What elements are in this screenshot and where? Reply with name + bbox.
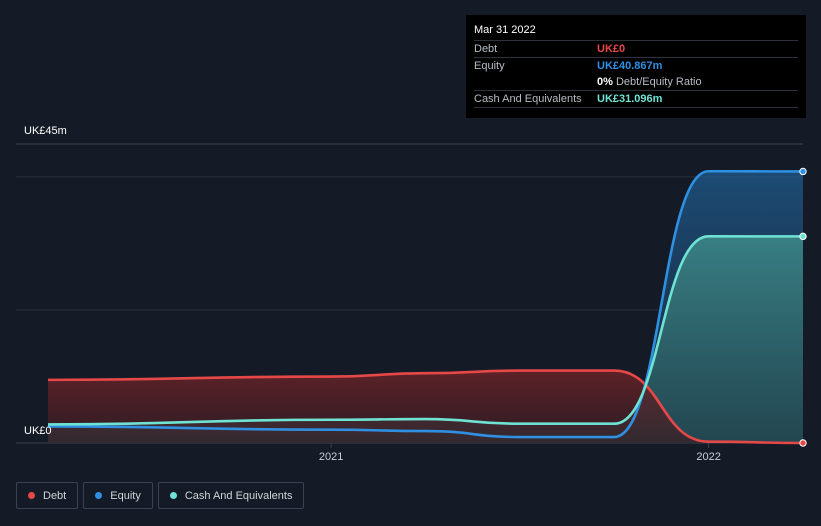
tooltip-ratio-label: Debt/Equity Ratio	[615, 76, 702, 88]
legend-item-cash[interactable]: Cash And Equivalents	[157, 482, 305, 509]
tooltip-equity-label: Equity	[474, 60, 505, 72]
debt-dot-icon	[28, 492, 35, 499]
cash-and-equivalents-line	[47, 235, 804, 426]
tooltip-equity-value: UK£40.867m	[597, 60, 663, 72]
debt-line	[47, 369, 804, 445]
debt-endpoint	[799, 439, 807, 447]
y-axis-zero-label: UK£0	[24, 425, 52, 437]
tooltip-debt-label: Debt	[474, 43, 498, 55]
cash-and-equivalents-area	[48, 236, 803, 443]
tooltip-row-equity: Equity UK£40.867m	[474, 57, 798, 74]
cash-dot-icon	[169, 492, 177, 499]
tooltip-cash-label: Cash And Equivalents	[474, 93, 582, 105]
data-tooltip: Mar 31 2022 Debt UK£0 Equity UK£40.867m …	[466, 15, 806, 118]
equity-endpoint	[799, 167, 807, 176]
tooltip-debt-value: UK£0	[597, 43, 626, 55]
tooltip-date: Mar 31 2022	[474, 24, 536, 36]
equity-dot-icon	[95, 492, 103, 499]
chart-legend: Debt Equity Cash And Equivalents	[16, 482, 305, 509]
x-tick-label: 2022	[696, 451, 720, 463]
tooltip-ratio-value: 0%	[597, 76, 613, 88]
legend-cash-label: Cash And Equivalents	[184, 489, 293, 502]
tooltip-cash-value: UK£31.096m	[597, 93, 663, 105]
tooltip-row-debt: Debt UK£0	[474, 40, 798, 57]
legend-debt-label: Debt	[43, 489, 67, 502]
legend-item-equity[interactable]: Equity	[83, 482, 153, 509]
cash-and-equivalents-endpoint	[799, 232, 807, 241]
equity-line	[47, 169, 804, 439]
x-tick-label: 2021	[319, 451, 343, 463]
tooltip-row-cash: Cash And Equivalents UK£31.096m	[474, 90, 798, 108]
tooltip-row-ratio: 0% Debt/Equity Ratio	[474, 74, 798, 90]
legend-equity-label: Equity	[110, 489, 141, 502]
legend-item-debt[interactable]: Debt	[16, 482, 79, 509]
y-axis-max-label: UK£45m	[24, 125, 67, 137]
